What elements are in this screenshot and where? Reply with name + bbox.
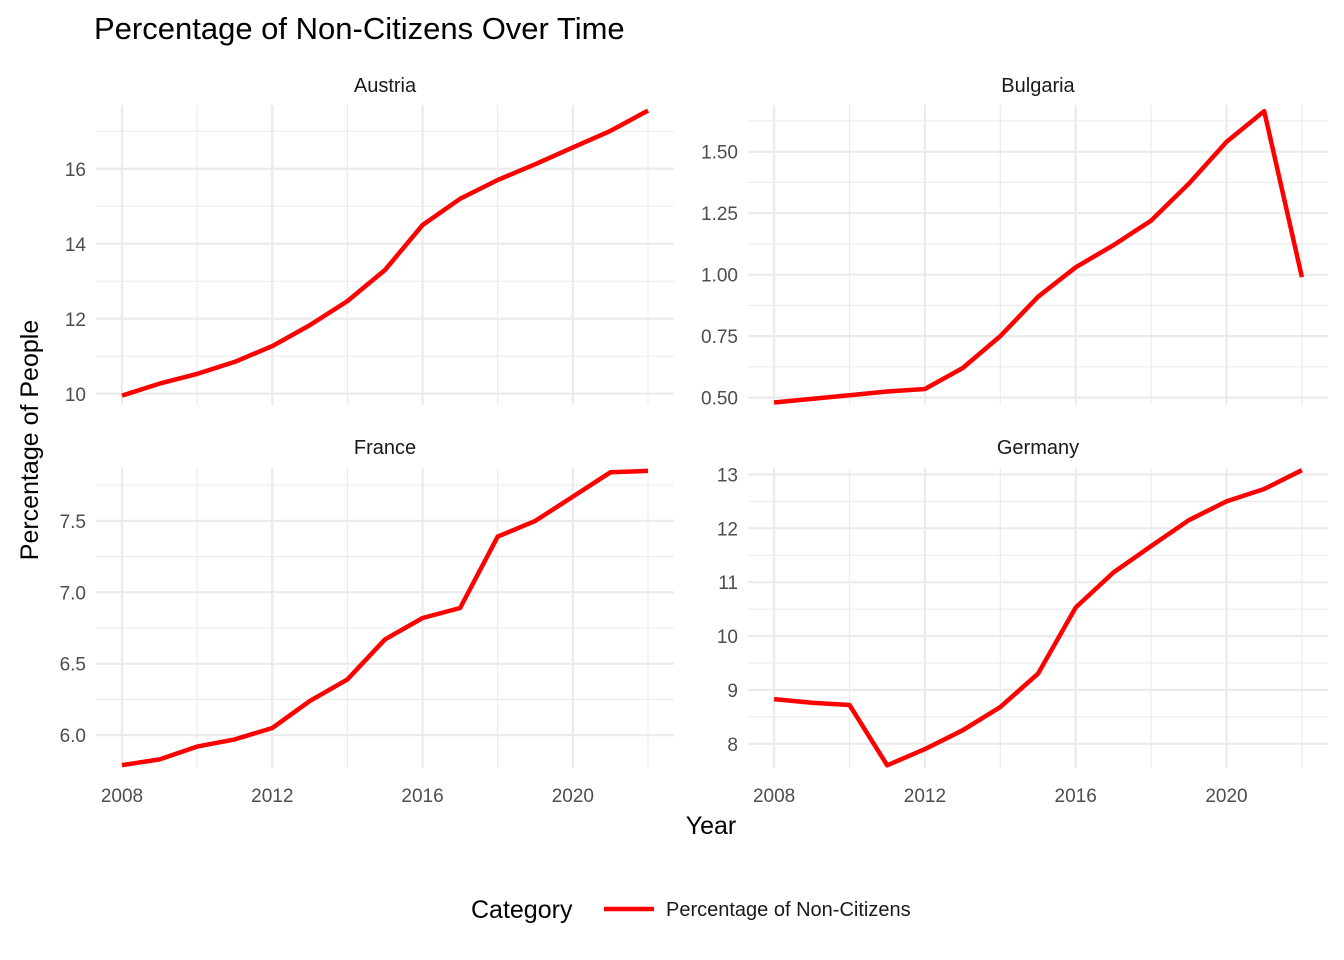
panel-bulgaria: 0.50 0.75 1.00 1.25 1.50 Bulgaria [701,75,1328,410]
y-tick-label: 1.00 [701,266,738,287]
y-tick-label: 0.75 [701,327,738,348]
x-tick-label: 2012 [904,786,946,807]
y-tick-label: 0.50 [701,389,738,410]
x-tick-label: 2016 [401,786,443,807]
series-line-austria [121,108,650,398]
y-tick-label: 10 [717,627,738,648]
x-tick-label: 2008 [753,786,795,807]
y-tick-label: 7.5 [60,512,86,533]
x-axis-title: Year [686,812,737,840]
y-tick-label: 12 [65,310,86,331]
y-tick-label: 10 [65,385,86,406]
facet-label: France [354,437,416,459]
series-line-bulgaria [773,108,1305,405]
panel-austria: 10 12 14 16 Austria [65,75,674,406]
y-tick-label: 11 [718,573,738,594]
y-tick-label: 6.5 [60,655,86,676]
legend: Category Percentage of Non-Citizens [471,896,911,924]
panel-germany: 8 9 10 11 12 13 2008 2012 2016 2020 Germany [717,437,1328,807]
y-tick-label: 12 [717,519,738,540]
y-tick-label: 6.0 [60,726,86,747]
facet-label: Austria [354,75,417,97]
legend-title: Category [471,896,573,924]
y-tick-label: 13 [717,465,738,486]
x-tick-label: 2020 [1205,786,1247,807]
x-tick-label: 2020 [552,786,594,807]
y-tick-label: 1.25 [701,204,738,225]
series-line-germany [773,468,1303,768]
y-tick-label: 14 [65,235,87,256]
x-tick-label: 2008 [101,786,143,807]
x-tick-label: 2016 [1055,786,1097,807]
y-axis-title: Percentage of People [16,320,44,560]
series-line-france [121,468,649,768]
facet-panels: 10 12 14 16 Austria 0.50 0.75 1.00 1.25 1.50 Bulga… [60,75,1328,807]
chart-title: Percentage of Non-Citizens Over Time [94,11,625,46]
x-tick-label: 2012 [251,786,293,807]
facet-label: Germany [997,437,1079,459]
panel-france: 6.0 6.5 7.0 7.5 2008 2012 2016 2020 France [60,437,674,807]
y-tick-label: 16 [65,160,86,181]
legend-label: Percentage of Non-Citizens [666,899,911,921]
y-tick-label: 7.0 [60,583,86,604]
y-tick-label: 8 [727,735,738,756]
y-tick-label: 9 [727,681,738,702]
y-tick-label: 1.50 [701,143,738,164]
facet-label: Bulgaria [1001,75,1075,97]
